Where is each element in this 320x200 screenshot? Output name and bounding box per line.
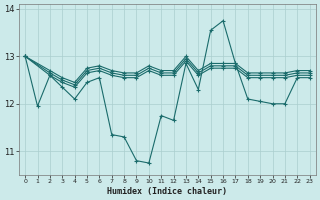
X-axis label: Humidex (Indice chaleur): Humidex (Indice chaleur) bbox=[108, 187, 228, 196]
